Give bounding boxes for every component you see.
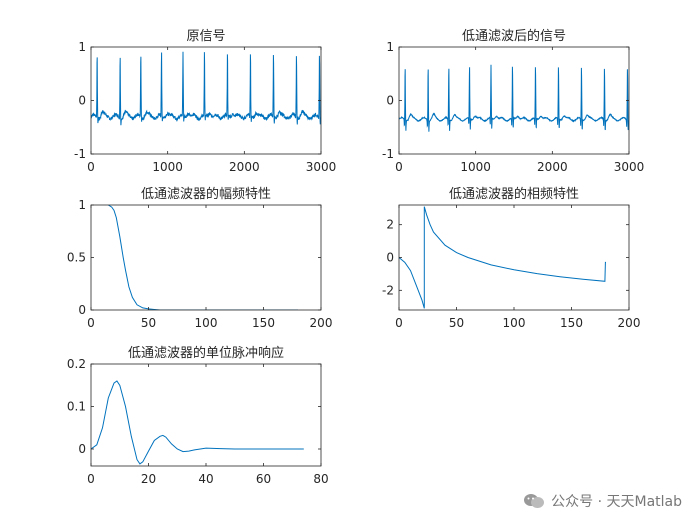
axes-box <box>90 204 322 311</box>
axes-box <box>90 363 322 467</box>
data-line <box>399 64 629 132</box>
y-tick-label: 0 <box>78 442 86 456</box>
subplot-4: 低通滤波器的相频特性 0 50 100 150 200 -2 0 2 <box>382 186 640 330</box>
x-tick-label: 3000 <box>614 160 645 174</box>
y-tick-label: 0.1 <box>67 400 86 414</box>
y-tick-label: 0.5 <box>67 251 86 265</box>
x-tick-label: 150 <box>252 316 275 330</box>
subplot-5: 低通滤波器的单位脉冲响应 0 20 40 60 80 0 0.1 0.2 <box>67 345 329 486</box>
axes-box <box>398 46 630 155</box>
data-line <box>108 205 298 310</box>
watermark: 公众号 · 天天Matlab <box>523 491 682 511</box>
x-tick-label: 0 <box>87 316 95 330</box>
y-tick-label: 0 <box>78 303 86 317</box>
y-tick-label: 1 <box>78 40 86 54</box>
y-tick-label: -1 <box>382 147 394 161</box>
x-tick-label: 100 <box>195 316 218 330</box>
y-tick-label: 1 <box>78 198 86 212</box>
y-tick-label: 2 <box>386 218 394 232</box>
x-tick-label: 200 <box>310 316 333 330</box>
x-tick-label: 0 <box>395 316 403 330</box>
x-tick-label: 200 <box>618 316 641 330</box>
x-tick-label: 0 <box>87 160 95 174</box>
x-tick-label: 1000 <box>460 160 491 174</box>
subplot-title: 低通滤波后的信号 <box>462 28 566 44</box>
x-tick-label: 60 <box>256 472 271 486</box>
x-tick-label: 80 <box>313 472 328 486</box>
x-tick-label: 100 <box>503 316 526 330</box>
axes-box <box>90 46 322 155</box>
y-tick-label: 0 <box>78 94 86 108</box>
x-tick-label: 0 <box>87 472 95 486</box>
y-tick-label: 0.2 <box>67 357 86 371</box>
x-tick-label: 1000 <box>152 160 183 174</box>
y-tick-label: -2 <box>382 283 394 297</box>
y-tick-label: 0 <box>386 251 394 265</box>
watermark-text: 公众号 · 天天Matlab <box>551 494 682 510</box>
subplot-title: 低通滤波器的幅频特性 <box>141 186 271 202</box>
subplot-title: 低通滤波器的单位脉冲响应 <box>128 345 284 361</box>
subplot-title: 原信号 <box>186 29 225 44</box>
axes-box <box>398 204 630 311</box>
data-line <box>399 206 606 309</box>
y-tick-label: 1 <box>386 40 394 54</box>
x-tick-label: 20 <box>141 472 156 486</box>
x-tick-label: 40 <box>198 472 213 486</box>
data-line <box>91 51 321 126</box>
subplot-3: 低通滤波器的幅频特性 0 50 100 150 200 0 0.5 1 <box>67 186 333 330</box>
wechat-icon <box>524 494 545 508</box>
x-tick-label: 50 <box>449 316 464 330</box>
subplot-title: 低通滤波器的相频特性 <box>449 186 579 202</box>
x-tick-label: 50 <box>141 316 156 330</box>
x-tick-label: 3000 <box>306 160 337 174</box>
y-tick-label: 0 <box>386 94 394 108</box>
x-tick-label: 2000 <box>537 160 568 174</box>
data-line <box>91 380 304 465</box>
x-tick-label: 0 <box>395 160 403 174</box>
x-tick-label: 2000 <box>229 160 260 174</box>
y-tick-label: -1 <box>74 147 86 161</box>
x-tick-label: 150 <box>560 316 583 330</box>
